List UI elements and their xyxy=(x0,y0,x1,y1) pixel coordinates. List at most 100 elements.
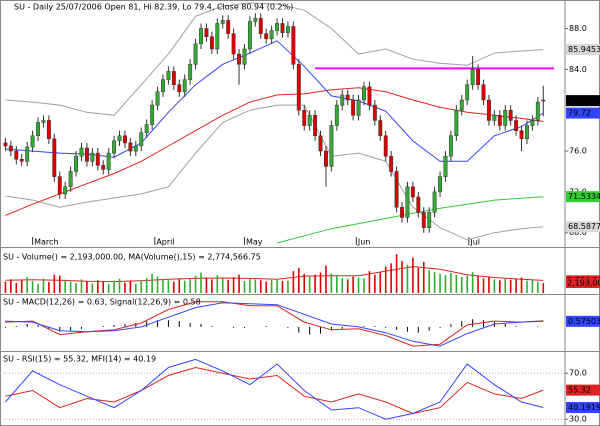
volume-bar xyxy=(531,279,534,293)
volume-bar xyxy=(270,279,273,293)
candle-body xyxy=(209,36,214,50)
candle-body xyxy=(112,140,117,154)
volume-bar xyxy=(330,273,333,293)
volume-bar xyxy=(368,271,371,293)
volume-bar xyxy=(107,283,110,293)
candle-body xyxy=(340,94,345,106)
candle-body xyxy=(188,64,193,80)
candle-body xyxy=(394,171,399,208)
volume-bar xyxy=(346,279,349,293)
volume-bar xyxy=(173,281,175,293)
volume-bar xyxy=(488,276,490,293)
volume-bar xyxy=(118,278,121,293)
candle-body xyxy=(438,176,442,193)
candle-body xyxy=(285,26,290,33)
volume-bar xyxy=(379,272,382,293)
volume-bar xyxy=(124,282,126,293)
volume-bar xyxy=(254,279,257,293)
volume-bar xyxy=(162,279,164,293)
y-tick-label: 76.0 xyxy=(569,147,587,156)
candle-body xyxy=(541,99,546,102)
candle-body xyxy=(334,104,339,126)
candle-body xyxy=(3,142,8,147)
value-label: 80.94 xyxy=(568,96,591,105)
candle-body xyxy=(383,135,388,157)
volume-bar xyxy=(384,266,387,293)
candle-body xyxy=(204,28,209,37)
volume-bar xyxy=(363,278,365,293)
indicator-line xyxy=(5,302,544,347)
candle-body xyxy=(378,120,383,137)
volume-bar xyxy=(189,278,191,293)
volume-bar xyxy=(232,277,235,293)
volume-bar xyxy=(10,279,12,293)
volume-bar xyxy=(477,275,479,293)
volume-bar xyxy=(509,279,512,293)
volume-bar xyxy=(520,277,523,293)
candle-body xyxy=(324,150,328,167)
candle-body xyxy=(68,171,73,188)
volume-bar xyxy=(471,272,474,293)
candle-body xyxy=(405,186,410,218)
candle-body xyxy=(14,150,19,160)
volume-bar xyxy=(287,280,289,293)
volume-bar xyxy=(319,272,322,293)
candle-body xyxy=(530,120,535,126)
volume-bar xyxy=(58,275,61,293)
volume-bar xyxy=(227,279,229,293)
volume-bar xyxy=(526,280,528,293)
volume-bar xyxy=(15,282,18,293)
candle-body xyxy=(41,120,46,123)
volume-bar xyxy=(537,281,539,293)
candle-body xyxy=(372,104,377,121)
volume-bar xyxy=(113,280,115,293)
candle-body xyxy=(535,101,540,121)
value-label: 85.9453 xyxy=(568,45,600,54)
candle-body xyxy=(481,84,486,101)
volume-bar xyxy=(281,281,284,293)
volume-bar xyxy=(395,254,398,293)
volume-bar xyxy=(493,279,496,293)
volume-bar xyxy=(4,281,7,293)
candle-body xyxy=(133,145,138,152)
y-tick-label: 68.0 xyxy=(569,228,587,237)
candle-body xyxy=(182,79,187,93)
volume-bar xyxy=(542,283,545,293)
volume-bar xyxy=(433,272,436,293)
volume-bar xyxy=(91,283,94,293)
volume-bar xyxy=(129,281,132,293)
volume-bar xyxy=(211,279,213,293)
candle-body xyxy=(46,120,51,140)
candle-body xyxy=(313,115,318,137)
candle-body xyxy=(128,142,133,152)
candle-body xyxy=(171,71,176,85)
y-tick-label: 84.0 xyxy=(569,65,587,74)
volume-bar xyxy=(145,277,148,293)
volume-bar xyxy=(276,278,278,293)
candle-body xyxy=(177,84,182,93)
candle-body xyxy=(155,91,160,106)
volume-bar xyxy=(96,280,99,293)
volume-bar xyxy=(75,282,77,293)
candle-body xyxy=(459,99,464,111)
volume-bar xyxy=(42,278,45,293)
volume-bar xyxy=(450,272,452,293)
candle-body xyxy=(465,84,470,101)
volume-bar xyxy=(238,274,240,293)
volume-bar xyxy=(151,273,153,293)
volume-bar xyxy=(297,267,300,293)
volume-bar xyxy=(428,270,430,293)
candle-body xyxy=(519,130,524,140)
value-label-box xyxy=(566,95,600,107)
candle-body xyxy=(508,109,513,121)
value-label: 0.575038 xyxy=(568,317,600,326)
volume-bar xyxy=(167,280,170,293)
candle-body xyxy=(220,20,225,24)
volume-bar xyxy=(86,281,88,293)
volume-bar xyxy=(444,275,447,293)
volume-bar xyxy=(135,283,137,293)
volume-bar xyxy=(80,279,83,293)
value-label: 40.1919 xyxy=(568,403,600,412)
candle-body xyxy=(166,71,171,80)
